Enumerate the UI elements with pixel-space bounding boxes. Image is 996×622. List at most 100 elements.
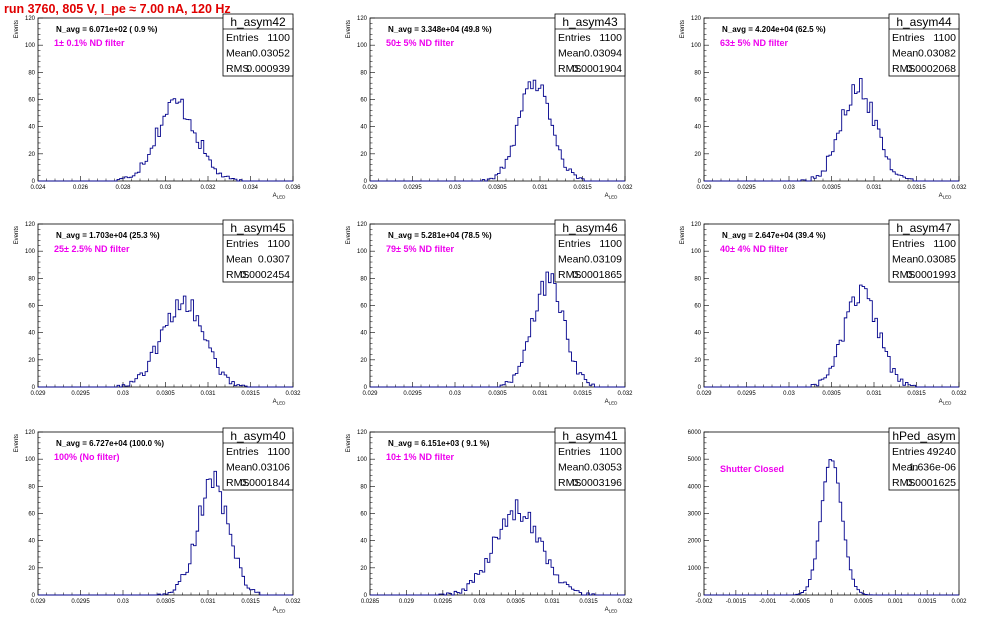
x-tick-label: 0.031 <box>866 391 882 397</box>
y-axis-label: Events <box>346 20 352 38</box>
x-tick-label: 0.0305 <box>822 391 841 397</box>
navg-label: N_avg = 4.204e+04 (62.5 %) <box>722 25 826 34</box>
y-axis-label: Events <box>14 20 20 38</box>
x-tick-label: 0.031 <box>200 599 216 605</box>
y-tick-label: 120 <box>25 222 36 228</box>
stats-value-entries: 1100 <box>267 446 290 458</box>
stats-value-rms: 0.0002068 <box>906 63 956 75</box>
x-tick-label: 0.034 <box>243 185 259 191</box>
x-axis-label-sub: LED <box>609 401 619 406</box>
x-tick-label: 0.0315 <box>573 391 592 397</box>
x-axis-label: ALED <box>605 607 619 614</box>
x-tick-label: 0.0295 <box>434 599 453 605</box>
x-tick-label: 0.0305 <box>156 599 175 605</box>
x-tick-label: 0.031 <box>866 185 882 191</box>
stats-box: h_asym41 Entries 1100 Mean 0.03053RMS0.00031… <box>554 427 626 491</box>
y-tick-label: 20 <box>360 358 367 364</box>
stats-value-mean: 0.03094 <box>584 48 622 60</box>
x-tick-label: 0.001 <box>888 599 904 605</box>
y-tick-label: 100 <box>691 43 702 49</box>
y-tick-label: 6000 <box>688 430 702 436</box>
stats-box: h_asym47 Entries 1100 Mean 0.03085RMS0.00019… <box>888 219 960 283</box>
stats-label-rms: RMS <box>892 63 915 75</box>
stats-value-rms: 0.0001625 <box>906 477 956 489</box>
x-tick-label: 0.0015 <box>918 599 937 605</box>
x-axis-label-sub: LED <box>943 401 953 406</box>
stats-histogram-name: h_asym43 <box>562 15 618 29</box>
histogram-curve-hPed_asym <box>704 459 959 596</box>
x-tick-label: 0.0285 <box>361 599 380 605</box>
y-tick-label: 80 <box>28 484 35 490</box>
x-tick-label: 0.03 <box>783 391 795 397</box>
y-tick-label: 60 <box>360 98 367 104</box>
navg-label: N_avg = 3.348e+04 (49.8 %) <box>388 25 492 34</box>
x-tick-label: 0.029 <box>362 391 378 397</box>
stats-box-frame <box>888 219 960 283</box>
y-tick-label: 60 <box>694 98 701 104</box>
x-tick-label: 0.03 <box>473 599 485 605</box>
stats-label-mean: Mean <box>226 462 252 474</box>
y-tick-label: 5000 <box>688 457 702 463</box>
stats-value-rms: 0.0001993 <box>906 269 956 281</box>
y-tick-label: 0 <box>364 593 368 599</box>
y-axis-label: Events <box>680 20 686 38</box>
stats-box: h_asym43 Entries 1100 Mean 0.03094RMS0.00019… <box>554 13 626 77</box>
y-tick-label: 60 <box>28 512 35 518</box>
x-tick-label: -0.002 <box>695 599 713 605</box>
y-tick-label: 80 <box>360 276 367 282</box>
x-tick-label: 0.0315 <box>573 185 592 191</box>
stats-value-rms: 0.0001844 <box>240 477 290 489</box>
y-axis-label: Events <box>14 226 20 244</box>
x-tick-label: 0.0295 <box>737 391 756 397</box>
stats-box-frame <box>888 427 960 491</box>
stats-box-frame <box>222 13 294 77</box>
filter-label: 40± 4% ND filter <box>720 244 788 254</box>
x-axis-label: ALED <box>939 193 953 200</box>
x-tick-label: 0.0305 <box>488 185 507 191</box>
stats-label-rms: RMS <box>558 477 581 489</box>
stats-label-entries: Entries <box>226 238 259 250</box>
stats-histogram-name: h_asym42 <box>230 15 286 29</box>
x-tick-label: 0.0295 <box>71 391 90 397</box>
stats-histogram-name: hPed_asym <box>892 429 955 443</box>
y-tick-label: 100 <box>25 457 36 463</box>
filter-label: Shutter Closed <box>720 464 784 474</box>
navg-label: N_avg = 6.071e+02 ( 0.9 %) <box>56 25 158 34</box>
stats-label-entries: Entries <box>892 238 925 250</box>
stats-label-entries: Entries <box>558 32 591 44</box>
y-tick-label: 60 <box>28 98 35 104</box>
stats-label-entries: Entries <box>892 446 925 458</box>
y-tick-label: 120 <box>691 222 702 228</box>
x-tick-label: 0.0315 <box>241 391 260 397</box>
stats-box-frame <box>554 219 626 283</box>
stats-value-entries: 1100 <box>933 32 956 44</box>
y-tick-label: 40 <box>694 125 701 131</box>
stats-label-mean: Mean <box>226 254 252 266</box>
y-tick-label: 0 <box>698 179 702 185</box>
stats-value-entries: 1100 <box>267 32 290 44</box>
stats-box: h_asym40 Entries 1100 Mean 0.03106RMS0.00018… <box>222 427 294 491</box>
y-axis-label: Events <box>346 434 352 452</box>
histogram-pad-hPed_asym: -0.002 -0.0015 -0.001 -0.0005 0 0.0005 0.001 0.… <box>688 427 967 605</box>
histogram-curve-h_asym44 <box>704 78 959 182</box>
x-axis-label: ALED <box>273 607 287 614</box>
stats-box-frame <box>888 13 960 77</box>
stats-histogram-name: h_asym46 <box>562 221 618 235</box>
y-tick-label: 80 <box>28 276 35 282</box>
y-axis-label: Events <box>346 226 352 244</box>
y-tick-label: 20 <box>360 152 367 158</box>
stats-label-entries: Entries <box>226 32 259 44</box>
stats-value-entries: 49240 <box>927 446 956 458</box>
stats-label-mean: Mean <box>226 48 252 60</box>
y-tick-label: 100 <box>691 249 702 255</box>
x-tick-label: 0.032 <box>617 599 633 605</box>
x-tick-label: 0.032 <box>617 185 633 191</box>
stats-box: h_asym42 Entries 1100 Mean 0.03052RMS0.00093… <box>222 13 294 77</box>
y-tick-label: 2000 <box>688 539 702 545</box>
x-tick-label: 0.03 <box>117 391 129 397</box>
histogram-curve-h_asym46 <box>370 271 625 388</box>
y-tick-label: 80 <box>360 70 367 76</box>
stats-label-entries: Entries <box>226 446 259 458</box>
filter-label: 79± 5% ND filter <box>386 244 454 254</box>
